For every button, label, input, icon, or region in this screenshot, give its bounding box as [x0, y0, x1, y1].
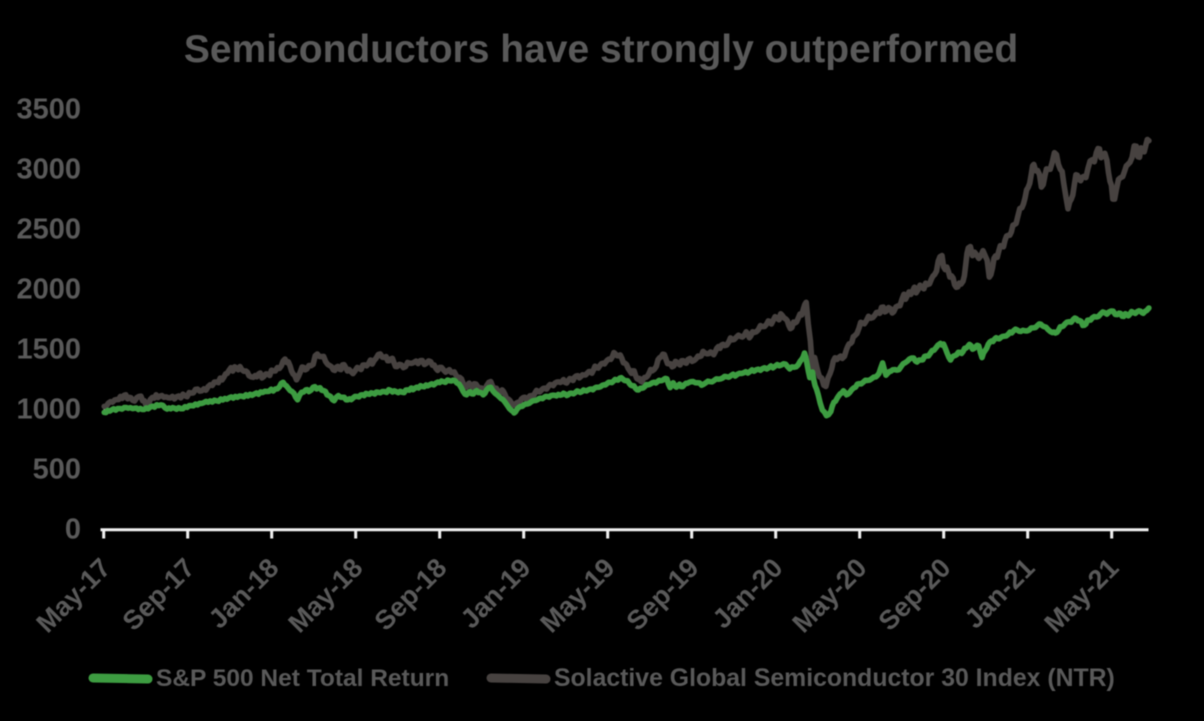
- svg-text:1500: 1500: [16, 333, 81, 365]
- svg-text:1000: 1000: [16, 393, 81, 425]
- svg-text:Semiconductors have strongly o: Semiconductors have strongly outperforme…: [184, 28, 1018, 71]
- svg-text:3500: 3500: [16, 93, 81, 125]
- svg-text:500: 500: [33, 454, 81, 486]
- svg-text:3000: 3000: [16, 153, 81, 185]
- svg-text:Solactive Global Semiconductor: Solactive Global Semiconductor 30 Index …: [554, 665, 1115, 692]
- svg-text:2500: 2500: [16, 213, 81, 245]
- svg-text:2000: 2000: [16, 273, 81, 305]
- svg-text:S&P 500 Net Total Return: S&P 500 Net Total Return: [156, 665, 449, 692]
- svg-text:0: 0: [65, 514, 81, 546]
